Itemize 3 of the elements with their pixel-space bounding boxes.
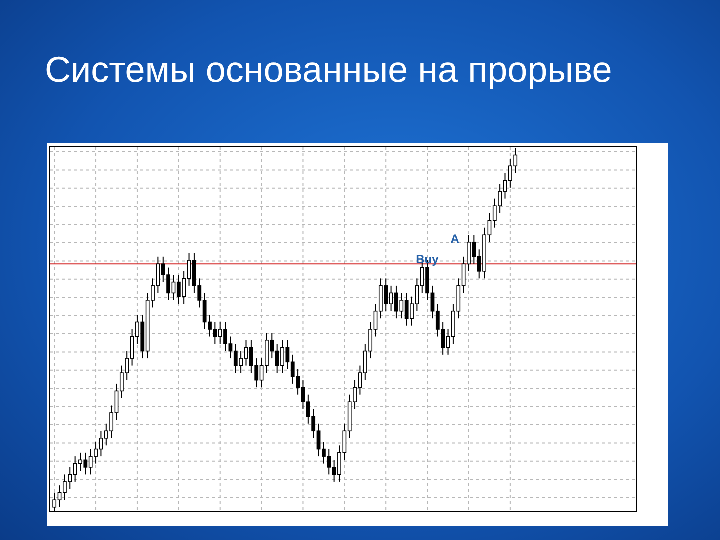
annotation: A (450, 232, 460, 246)
chart-title: Системы основанные на прорыве (45, 49, 612, 90)
annotation: Buy (416, 252, 440, 266)
